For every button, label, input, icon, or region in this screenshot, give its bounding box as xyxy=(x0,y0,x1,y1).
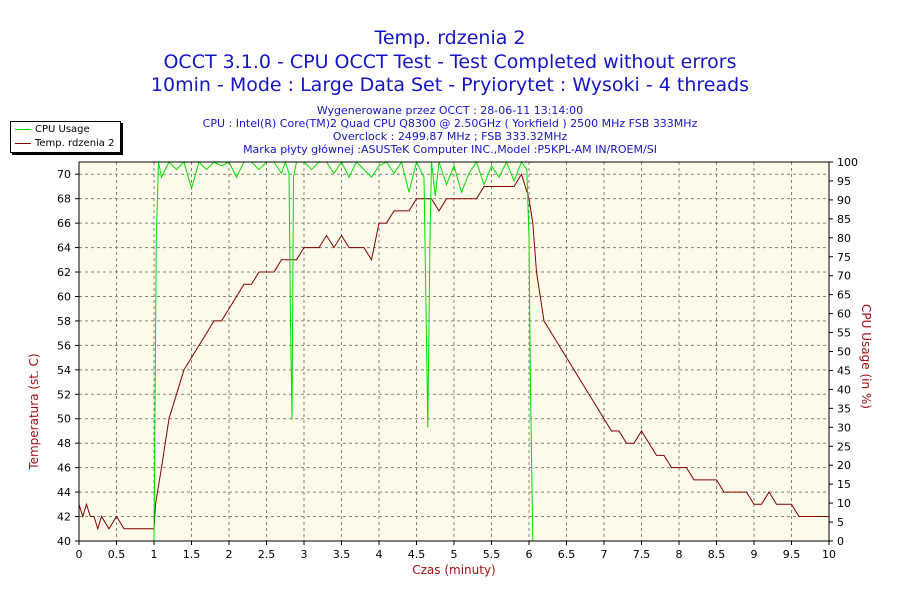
y2-tick-label: 95 xyxy=(837,175,851,188)
y2-tick-label: 65 xyxy=(837,289,851,302)
y2-tick-label: 10 xyxy=(837,497,851,510)
x-tick-label: 9.5 xyxy=(783,548,801,561)
legend-label-temp: Temp. rdzenia 2 xyxy=(35,138,115,149)
chart-legend: CPU Usage Temp. rdzenia 2 xyxy=(10,121,121,153)
y2-tick-label: 35 xyxy=(837,402,851,415)
y-tick-label: 58 xyxy=(57,315,71,328)
x-tick-label: 0.5 xyxy=(108,548,126,561)
legend-swatch-cpu-usage xyxy=(15,128,31,130)
legend-item-temp: Temp. rdzenia 2 xyxy=(15,138,114,150)
x-tick-label: 3.5 xyxy=(333,548,351,561)
y2-tick-label: 80 xyxy=(837,232,851,245)
x-axis-label: Czas (minuty) xyxy=(412,563,496,577)
motherboard-info: Marka płyty głównej :ASUSTeK Computer IN… xyxy=(243,143,657,156)
x-tick-label: 7.5 xyxy=(633,548,651,561)
y-tick-label: 48 xyxy=(57,437,71,450)
chart-subtitle-test: OCCT 3.1.0 - CPU OCCT Test - Test Comple… xyxy=(163,51,737,73)
y-tick-label: 64 xyxy=(57,242,71,255)
y-tick-label: 70 xyxy=(57,168,71,181)
x-tick-label: 7 xyxy=(601,548,608,561)
y2-tick-label: 55 xyxy=(837,327,851,340)
y-tick-label: 60 xyxy=(57,290,71,303)
x-tick-label: 1.5 xyxy=(183,548,201,561)
legend-swatch-temp xyxy=(15,142,31,144)
y2-tick-label: 0 xyxy=(837,535,844,548)
x-tick-label: 8 xyxy=(676,548,683,561)
y-tick-label: 42 xyxy=(57,511,71,524)
y-axis-label: Temperatura (st. C) xyxy=(27,353,41,470)
y-tick-label: 66 xyxy=(57,217,71,230)
x-tick-label: 2.5 xyxy=(258,548,276,561)
y-tick-label: 52 xyxy=(57,388,71,401)
x-tick-label: 6 xyxy=(526,548,533,561)
plot-area xyxy=(79,162,829,541)
y-tick-label: 50 xyxy=(57,413,71,426)
legend-label-cpu-usage: CPU Usage xyxy=(35,124,90,135)
y2-tick-label: 30 xyxy=(837,421,851,434)
x-tick-label: 0 xyxy=(76,548,83,561)
x-tick-label: 4.5 xyxy=(408,548,426,561)
x-tick-label: 4 xyxy=(376,548,383,561)
x-tick-label: 3 xyxy=(301,548,308,561)
y2-tick-label: 70 xyxy=(837,270,851,283)
series-line-temperature xyxy=(78,172,829,531)
x-tick-label: 9 xyxy=(751,548,758,561)
y-tick-label: 62 xyxy=(57,266,71,279)
y2-tick-label: 15 xyxy=(837,478,851,491)
x-tick-label: 8.5 xyxy=(708,548,726,561)
cpu-info: CPU : Intel(R) Core(TM)2 Quad CPU Q8300 … xyxy=(202,117,698,130)
x-tick-label: 10 xyxy=(822,548,836,561)
generated-info: Wygenerowane przez OCCT : 28-06-11 13:14… xyxy=(316,104,584,117)
y2-tick-label: 85 xyxy=(837,213,851,226)
x-tick-label: 2 xyxy=(226,548,233,561)
y2-axis-label: CPU Usage (in %) xyxy=(859,304,873,409)
y-tick-label: 44 xyxy=(57,486,71,499)
legend-item-cpu-usage: CPU Usage xyxy=(15,124,90,136)
y-tick-label: 54 xyxy=(57,364,71,377)
y-tick-label: 40 xyxy=(57,535,71,548)
y2-tick-label: 45 xyxy=(837,364,851,377)
x-tick-label: 5.5 xyxy=(483,548,501,561)
y-tick-label: 56 xyxy=(57,339,71,352)
y-tick-label: 68 xyxy=(57,193,71,206)
chart-subtitle-mode: 10min - Mode : Large Data Set - Pryioryt… xyxy=(150,74,750,96)
x-tick-label: 5 xyxy=(451,548,458,561)
y2-tick-label: 75 xyxy=(837,251,851,264)
x-tick-label: 6.5 xyxy=(558,548,576,561)
y2-tick-label: 100 xyxy=(837,156,858,169)
y2-tick-label: 20 xyxy=(837,459,851,472)
overclock-info: Overclock : 2499.87 MHz ; FSB 333.32MHz xyxy=(332,130,568,143)
y2-tick-label: 60 xyxy=(837,308,851,321)
chart-title: Temp. rdzenia 2 xyxy=(374,27,526,49)
x-tick-label: 1 xyxy=(151,548,158,561)
y-tick-label: 46 xyxy=(57,462,71,475)
y2-tick-label: 50 xyxy=(837,346,851,359)
y2-tick-label: 90 xyxy=(837,194,851,207)
y2-tick-label: 40 xyxy=(837,383,851,396)
y2-tick-label: 25 xyxy=(837,440,851,453)
y2-tick-label: 5 xyxy=(837,516,844,529)
